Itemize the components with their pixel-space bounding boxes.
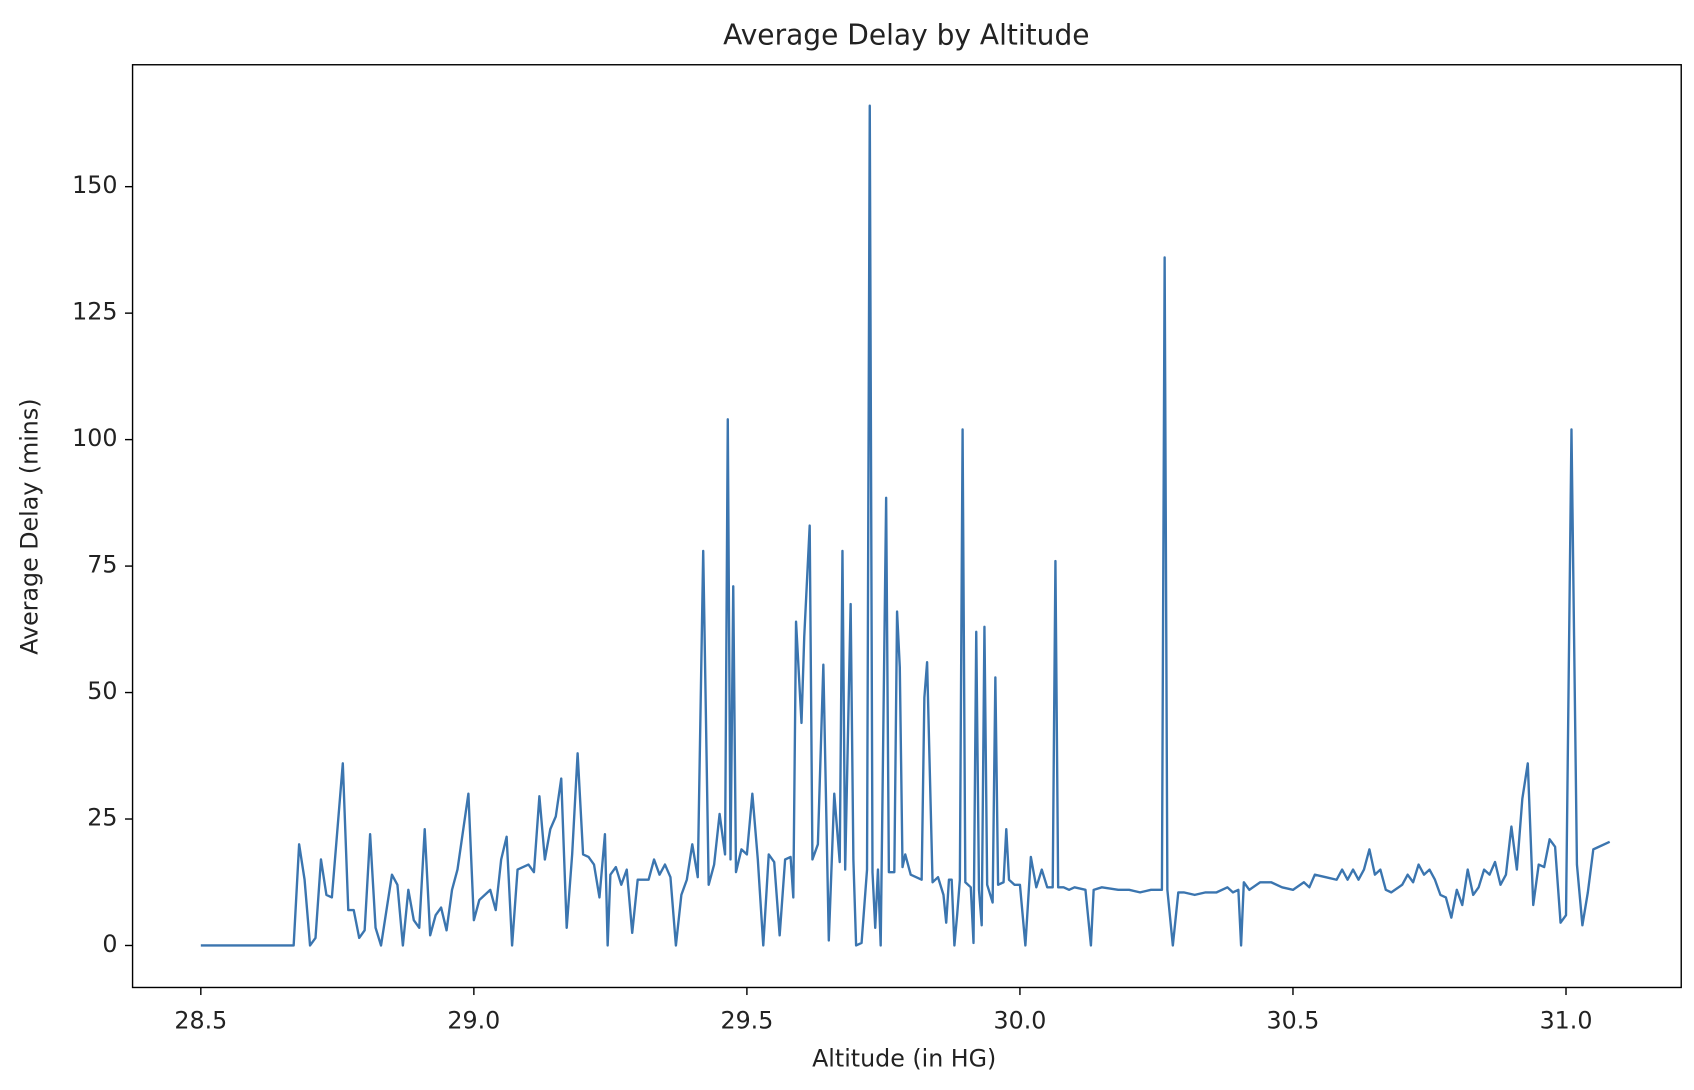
- plot-frame: [131, 64, 1682, 989]
- y-tick-label: 25: [87, 804, 117, 832]
- x-tick-label: 28.5: [174, 1007, 227, 1035]
- x-tick-label: 29.0: [447, 1007, 500, 1035]
- y-tick-label: 100: [72, 424, 117, 452]
- x-tick-label: 30.0: [994, 1007, 1047, 1035]
- y-tick-label: 75: [87, 551, 117, 579]
- x-tick-label: 31.0: [1540, 1007, 1593, 1035]
- y-tick-label: 50: [87, 677, 117, 705]
- y-tick-label: 125: [72, 298, 117, 326]
- chart-title: Average Delay by Altitude: [723, 19, 1089, 52]
- x-axis-label: Altitude (in HG): [812, 1044, 996, 1072]
- data-line: [200, 104, 1611, 947]
- x-tick-label: 30.5: [1267, 1007, 1320, 1035]
- y-tick-label: 150: [72, 171, 117, 199]
- x-tick-label: 29.5: [720, 1007, 773, 1035]
- y-axis-label: Average Delay (mins): [16, 399, 44, 655]
- y-tick-label: 0: [102, 930, 117, 958]
